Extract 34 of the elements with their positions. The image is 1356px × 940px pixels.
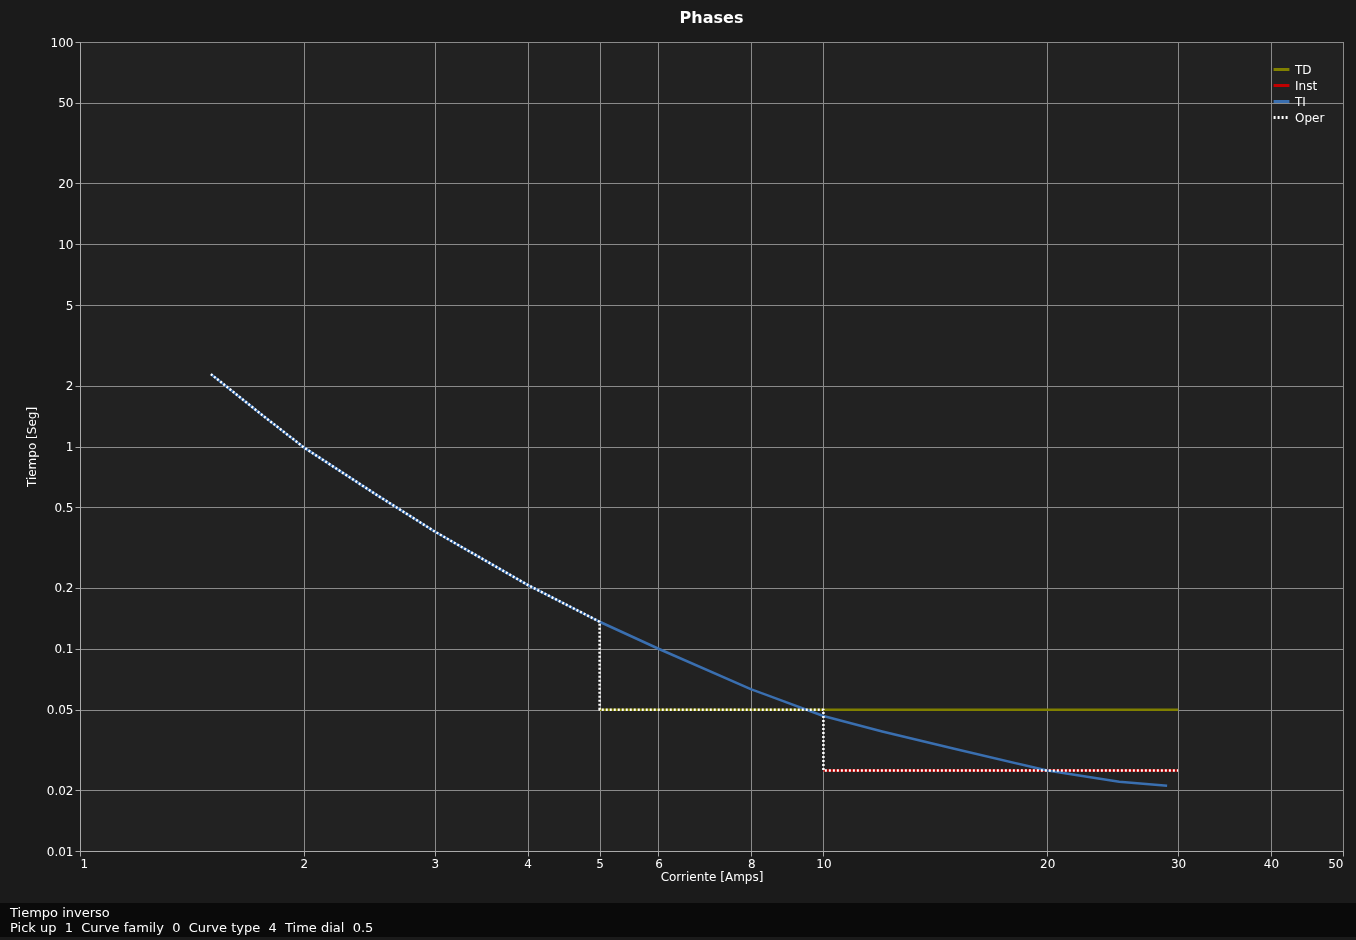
x-tick-label: 40 xyxy=(1263,856,1280,871)
text: Tiempo inverso xyxy=(10,905,110,920)
y-axis-title: Tiempo [Seg] xyxy=(24,406,39,489)
legend-label: Inst xyxy=(1295,78,1318,93)
y-tick-label: 0.05 xyxy=(46,703,74,718)
y-tick-label: 20 xyxy=(58,176,74,191)
x-tick-label: 8 xyxy=(748,856,756,871)
chart-title: Phases xyxy=(679,8,744,27)
x-tick-label: 3 xyxy=(431,856,440,871)
x-tick-label: 6 xyxy=(655,856,663,871)
legend-label: Oper xyxy=(1295,110,1325,125)
y-tick-label: 100 xyxy=(50,35,74,50)
x-tick-label: 4 xyxy=(524,856,532,871)
y-tick-label: 5 xyxy=(65,298,74,313)
x-axis-title: Corriente [Amps] xyxy=(660,869,764,884)
y-tick-label: 0.02 xyxy=(46,783,74,798)
x-tick-label: 30 xyxy=(1170,856,1187,871)
x-tick-label: 5 xyxy=(596,856,604,871)
x-tick-label: 50 xyxy=(1328,856,1344,871)
y-tick-label: 0.2 xyxy=(54,581,74,596)
y-tick-label: 0.1 xyxy=(54,642,74,657)
legend-label: TI xyxy=(1294,94,1306,109)
y-tick-label: 50 xyxy=(58,96,74,111)
y-tick-label: 2 xyxy=(65,379,74,394)
x-tick-label: 2 xyxy=(300,856,309,871)
x-tick-label: 1 xyxy=(80,856,89,871)
x-tick-label: 20 xyxy=(1040,856,1056,871)
y-tick-label: 1 xyxy=(65,440,74,454)
y-tick-label: 0.01 xyxy=(46,844,74,859)
legend-label: TD xyxy=(1294,62,1312,77)
y-tick-label: 0.5 xyxy=(54,500,74,515)
y-tick-label: 10 xyxy=(58,237,74,252)
text: Pick up 1 Curve family 0 Curve type 4 Time dial 0.5 xyxy=(10,920,374,935)
x-tick-label: 10 xyxy=(816,856,832,871)
